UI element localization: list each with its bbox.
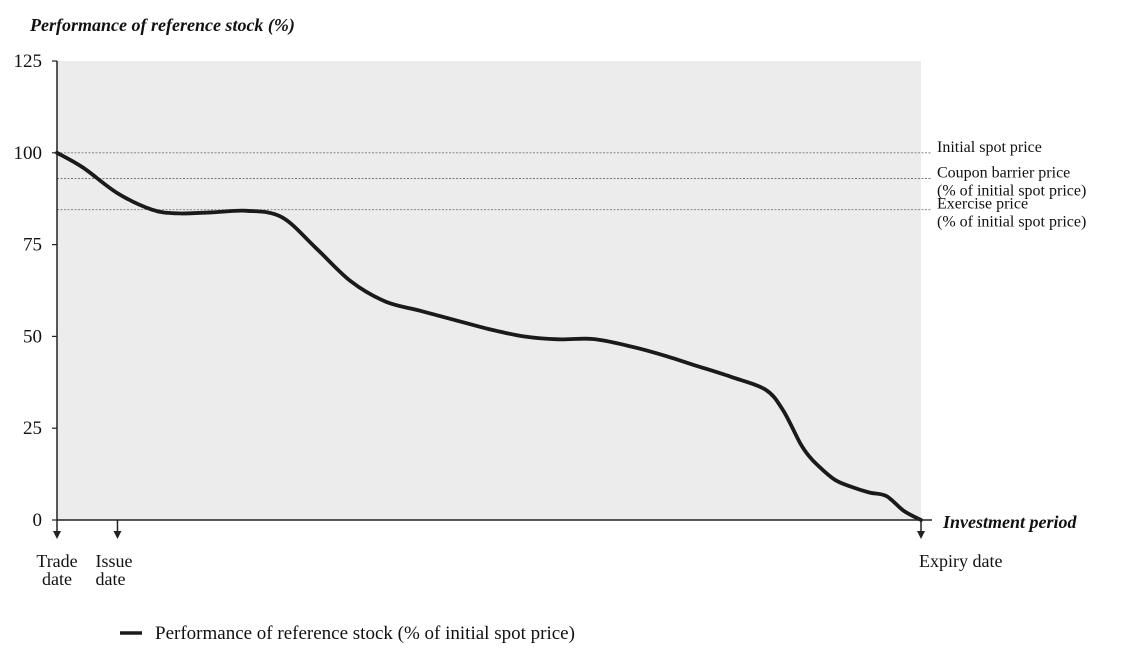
reference-line-label: Coupon barrier price (% of initial spot p…	[937, 165, 1086, 200]
event-label: Issue date	[95, 551, 132, 589]
y-axis-title: Performance of reference stock (%)	[29, 15, 295, 36]
legend: Performance of reference stock (% of ini…	[120, 623, 575, 644]
plot-area	[57, 61, 921, 520]
y-tick-label: 0	[33, 510, 43, 531]
reference-line-label: Initial spot price	[937, 139, 1042, 156]
event-label: Expiry date	[919, 551, 1002, 571]
event-arrowhead	[917, 531, 925, 539]
event-markers: Trade date Issue date Expiry date	[36, 520, 1002, 589]
y-tick-label: 100	[14, 143, 43, 164]
event-arrowhead	[113, 531, 122, 539]
y-tick-label: 75	[23, 235, 42, 256]
event-arrowhead	[53, 531, 61, 539]
event-label: Trade date	[36, 551, 77, 589]
y-tick-label: 125	[14, 51, 43, 72]
y-tick-label: 25	[23, 418, 42, 439]
y-ticks: 0 25 50 75 100 125	[14, 51, 57, 531]
reference-line-label: Exercise price (% of initial spot price)	[937, 196, 1086, 231]
legend-label: Performance of reference stock (% of ini…	[155, 623, 575, 644]
y-tick-label: 50	[23, 326, 42, 347]
x-axis-title: Investment period	[942, 512, 1077, 532]
reference-lines: Initial spot price Coupon barrier price (%…	[57, 139, 1086, 231]
series-line	[55, 150, 923, 522]
